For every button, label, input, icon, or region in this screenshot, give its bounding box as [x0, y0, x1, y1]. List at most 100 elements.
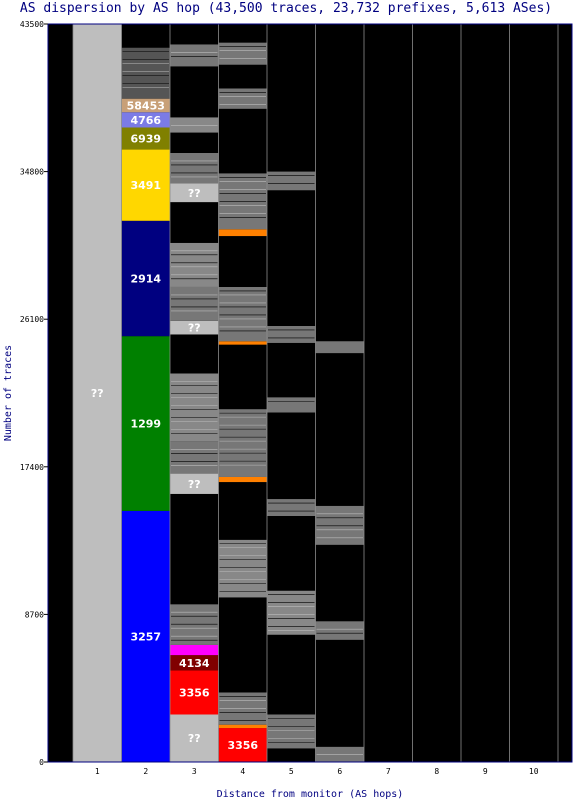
segment-label-hop2-3: 3491 [130, 179, 161, 192]
segment-label-hop4-0: 3356 [227, 739, 258, 752]
bar-segment-hop3-6 [170, 473, 219, 494]
segment-label-hop2-1: 1299 [130, 418, 161, 431]
bar-segment-hop5-2 [267, 634, 316, 715]
x-tick-label: 8 [434, 767, 439, 776]
bar-segment-hop5-4 [267, 516, 316, 591]
bar-segment-hop2-7 [121, 47, 170, 99]
segment-label-hop3-6: ?? [188, 478, 201, 491]
bar-segment-hop1-0 [73, 24, 122, 762]
y-tick-label: 26100 [20, 315, 44, 324]
bar-segment-hop3-14 [170, 183, 219, 203]
bar-segment-hop5-3 [267, 590, 316, 635]
bar-segment-hop5-9 [267, 325, 316, 343]
bar-segment-hop6-1 [315, 639, 364, 747]
bar-segment-hop5-11 [267, 171, 316, 191]
bar-segment-hop4-8 [218, 344, 267, 410]
segment-label-hop2-0: 3257 [130, 630, 161, 643]
segment-label-hop1-0: ?? [91, 387, 104, 400]
x-axis-label: Distance from monitor (AS hops) [217, 789, 404, 800]
bar-segment-hop6-5 [315, 353, 364, 506]
y-axis-label: Number of traces [3, 345, 14, 441]
bar-segment-hop2-6 [121, 98, 170, 113]
bar-segment-hop5-8 [267, 342, 316, 398]
y-tick-label: 8700 [25, 610, 44, 619]
bar-segment-hop6-3 [315, 544, 364, 622]
bar-segment-hop4-0 [218, 728, 267, 762]
segment-label-hop2-2: 2914 [130, 272, 161, 285]
bar-segment-hop4-11 [218, 236, 267, 287]
y-tick-label: 0 [39, 758, 44, 767]
bar-segment-hop4-3 [218, 597, 267, 693]
y-tick-label: 34800 [20, 168, 44, 177]
plot-frame [47, 23, 573, 763]
bar-segment-hop4-10 [218, 286, 267, 342]
bar-segment-hop3-20 [170, 24, 219, 45]
bar-segment-hop4-9 [218, 341, 267, 345]
x-tick-label: 2 [143, 767, 148, 776]
bar-segment-hop3-17 [170, 117, 219, 133]
bar-segment-hop3-9 [170, 334, 219, 374]
bar-segment-hop3-13 [170, 202, 219, 243]
segment-label-hop3-1: 3356 [179, 686, 210, 699]
bar-segment-hop2-0 [121, 510, 170, 762]
bar-segment-hop5-0 [267, 748, 316, 762]
bar-segment-hop2-5 [121, 112, 170, 128]
bar-segment-hop3-11 [170, 286, 219, 321]
x-tick-label: 10 [529, 767, 539, 776]
bar-segment-hop3-15 [170, 152, 219, 184]
bar-segment-hop6-0 [315, 746, 364, 762]
x-tick-label: 5 [289, 767, 294, 776]
bar-segment-hop3-12 [170, 242, 219, 287]
bar-segment-hop3-1 [170, 670, 219, 715]
bar-segment-hop5-10 [267, 190, 316, 326]
bar-segment-hop6-2 [315, 621, 364, 640]
bar-segment-hop3-3 [170, 644, 219, 656]
bar-segment-hop2-1 [121, 336, 170, 511]
bar-segment-hop5-5 [267, 499, 316, 516]
segment-label-hop2-4: 6939 [130, 133, 161, 146]
bar-segment-hop5-7 [267, 397, 316, 413]
bar-segment-hop3-2 [170, 655, 219, 671]
bar-segment-hop2-2 [121, 220, 170, 337]
bar-segment-hop4-4 [218, 539, 267, 598]
bar-segment-hop3-8 [170, 373, 219, 442]
bar-segment-hop6-6 [315, 341, 364, 354]
bar-segment-hop2-3 [121, 149, 170, 221]
y-tick-label: 17400 [20, 463, 44, 472]
x-tick-label: 7 [386, 767, 391, 776]
x-tick-label: 3 [192, 767, 197, 776]
segment-label-hop2-5: 4766 [130, 114, 161, 127]
bar-stacks [73, 24, 364, 762]
segment-label-hop3-10: ?? [188, 322, 201, 335]
segment-label-hop3-0: ?? [188, 732, 201, 745]
bar-segment-hop2-4 [121, 127, 170, 150]
bar-segment-hop3-7 [170, 441, 219, 474]
gridlines [72, 24, 559, 762]
bar-segment-hop4-14 [218, 108, 267, 174]
x-axis-ticks: 1 2 3 4 5 6 7 8 9 10 [95, 767, 539, 776]
segment-label-hop3-2: 4134 [179, 657, 210, 670]
segment-labels: ?? 3257 1299 2914 3491 6939 4766 58453?? 3356 413… [91, 99, 259, 752]
bar-segment-hop4-5 [218, 482, 267, 540]
bar-segment-hop3-0 [170, 714, 219, 762]
x-tick-label: 9 [483, 767, 488, 776]
bar-segment-hop4-6 [218, 476, 267, 483]
x-tick-label: 4 [240, 767, 245, 776]
bar-segment-hop3-16 [170, 132, 219, 153]
bar-segment-hop3-18 [170, 66, 219, 118]
chart-title: AS dispersion by AS hop (43,500 traces, … [20, 1, 552, 16]
bar-segment-hop6-4 [315, 505, 364, 545]
bar-segment-hop4-16 [218, 64, 267, 89]
bar-segment-hop4-12 [218, 229, 267, 237]
bar-segment-hop5-6 [267, 412, 316, 500]
bar-segment-hop4-1 [218, 724, 267, 729]
bar-segment-hop4-17 [218, 42, 267, 65]
bar-segment-hop3-19 [170, 44, 219, 67]
segment-label-hop3-14: ?? [188, 187, 201, 200]
segment-label-hop2-6: 58453 [127, 99, 165, 112]
y-tick-label: 43500 [20, 20, 44, 29]
x-tick-label: 1 [95, 767, 100, 776]
bar-segment-hop4-7 [218, 409, 267, 477]
bar-segment-hop5-1 [267, 714, 316, 749]
